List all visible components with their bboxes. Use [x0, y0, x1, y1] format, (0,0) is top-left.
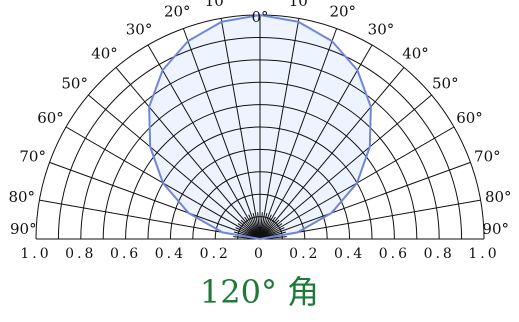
angle-tick-label: 90°: [482, 220, 509, 238]
beam-pattern-curve: [148, 13, 372, 240]
polar-spoke--30: [147, 44, 261, 240]
polar-spoke--50: [88, 94, 261, 240]
angle-tick-label: 10°: [205, 0, 232, 10]
radial-tick-label: 0: [254, 246, 266, 262]
polar-inner-spoke--15: [252, 212, 261, 240]
polar-spoke-30: [259, 44, 373, 240]
angle-tick-label: 90°: [10, 220, 37, 238]
angle-tick-label: 50°: [432, 74, 459, 92]
angle-tick-label: 40°: [91, 45, 118, 63]
polar-inner-spoke-55: [259, 223, 283, 240]
polar-inner-spoke--35: [244, 216, 261, 240]
polar-inner-spoke--25: [248, 214, 261, 240]
polar-inner-spoke--65: [235, 227, 261, 240]
angle-tick-label: 60°: [37, 109, 64, 127]
polar-spoke-70: [259, 161, 471, 240]
polar-spoke-20: [259, 28, 338, 240]
polar-inner-spoke--45: [240, 219, 261, 240]
polar-spoke--10: [220, 18, 261, 240]
angle-tick-label: 30°: [368, 20, 395, 38]
angle-tick-label: 80°: [8, 188, 35, 206]
polar-inner-spoke-65: [259, 227, 285, 240]
radial-tick-label: 0.4: [334, 246, 365, 262]
radial-tick-label: 0.2: [289, 246, 320, 262]
chart-caption: 120° 角: [199, 273, 320, 311]
angle-tick-label: 0°: [251, 8, 268, 26]
polar-inner-spoke-25: [259, 214, 272, 240]
polar-inner-spoke--5: [257, 212, 261, 240]
radial-tick-label: 0.4: [155, 246, 186, 262]
angle-tick-label: 80°: [485, 188, 512, 206]
polar-inner-spoke--55: [237, 223, 261, 240]
polar-spoke--20: [182, 28, 261, 240]
radial-tick-label: 0.8: [424, 246, 455, 262]
radial-tick-label: 1.0: [468, 246, 499, 262]
radial-tick-label: 1.0: [20, 246, 51, 262]
polar-spoke-40: [259, 67, 405, 240]
radial-tick-label: 0.2: [200, 246, 231, 262]
radial-labels: 1.0 0.8 0.6 0.4 0.2 0 0.2 0.4 0.6 0.8 1.0: [20, 246, 499, 262]
angle-labels: 90°80°70°60°50°40°30°20°10°0°10°20°30°40…: [8, 0, 511, 238]
angle-tick-label: 20°: [329, 3, 356, 21]
angle-tick-label: 50°: [61, 74, 88, 92]
radial-tick-label: 0.6: [379, 246, 410, 262]
polar-spoke--40: [115, 67, 261, 240]
radial-tick-label: 0.6: [110, 246, 141, 262]
polar-inner-spoke-5: [259, 212, 263, 240]
polar-spoke--70: [49, 161, 261, 240]
angle-tick-label: 40°: [402, 45, 429, 63]
polar-spoke-10: [259, 18, 300, 240]
angle-tick-label: 70°: [19, 147, 46, 165]
angle-tick-label: 10°: [289, 0, 316, 10]
polar-inner-spoke-45: [259, 219, 280, 240]
polar-inner-spoke-35: [259, 216, 276, 240]
polar-inner-spoke-15: [259, 212, 268, 240]
angle-tick-label: 70°: [474, 147, 501, 165]
angle-tick-label: 60°: [456, 109, 483, 127]
polar-spoke-50: [259, 94, 432, 240]
angle-tick-label: 30°: [126, 20, 153, 38]
radial-tick-label: 0.8: [65, 246, 96, 262]
angle-tick-label: 20°: [164, 3, 191, 21]
